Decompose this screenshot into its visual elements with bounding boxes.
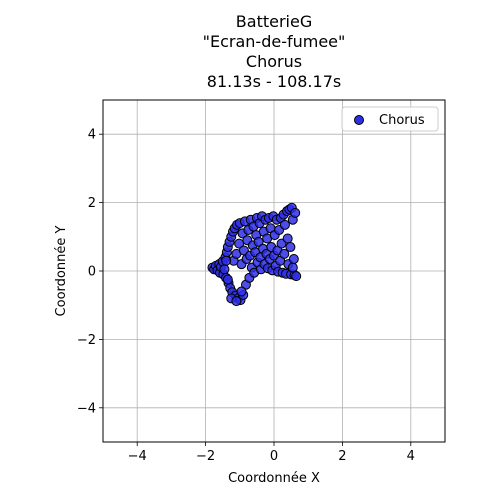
y-tick-label: −2 <box>77 333 96 348</box>
y-tick-label: 2 <box>88 196 96 211</box>
data-point <box>291 271 302 282</box>
y-axis-label: Coordonnée Y <box>54 226 69 317</box>
grid <box>103 100 445 442</box>
legend: Chorus <box>341 106 439 132</box>
chart-title: BatterieG "Ecran-de-fumee" Chorus 81.13s… <box>103 12 445 92</box>
data-point <box>290 207 301 218</box>
x-tick-label: −2 <box>196 449 215 464</box>
title-line-2: "Ecran-de-fumee" <box>202 32 346 51</box>
legend-box <box>341 106 439 132</box>
y-tick-label: −4 <box>77 401 96 416</box>
data-point <box>234 238 245 249</box>
title-line-1: BatterieG <box>235 12 313 31</box>
data-point <box>219 264 230 275</box>
data-point <box>279 219 290 230</box>
legend-marker <box>354 115 364 125</box>
axis-ticks: −4 −2 0 2 4 −4 −2 0 2 4 <box>77 128 415 464</box>
data-point <box>222 274 233 285</box>
x-tick-label: 0 <box>270 449 278 464</box>
data-point <box>231 296 242 307</box>
data-points <box>207 202 302 307</box>
data-point <box>236 286 247 297</box>
data-point <box>221 255 232 266</box>
data-point <box>288 254 299 265</box>
legend-label: Chorus <box>379 113 425 128</box>
y-tick-label: 4 <box>88 128 96 143</box>
data-point <box>253 236 264 247</box>
data-point <box>285 242 296 253</box>
y-tick-label: 0 <box>88 265 96 280</box>
x-tick-label: 4 <box>407 449 415 464</box>
x-tick-label: −4 <box>128 449 147 464</box>
x-tick-label: 2 <box>338 449 346 464</box>
x-axis-label: Coordonnée X <box>228 471 320 486</box>
data-point <box>287 262 298 273</box>
data-point <box>282 233 293 244</box>
title-line-3: Chorus <box>245 52 303 71</box>
data-point <box>279 248 290 259</box>
title-line-4: 81.13s - 108.17s <box>206 72 342 91</box>
